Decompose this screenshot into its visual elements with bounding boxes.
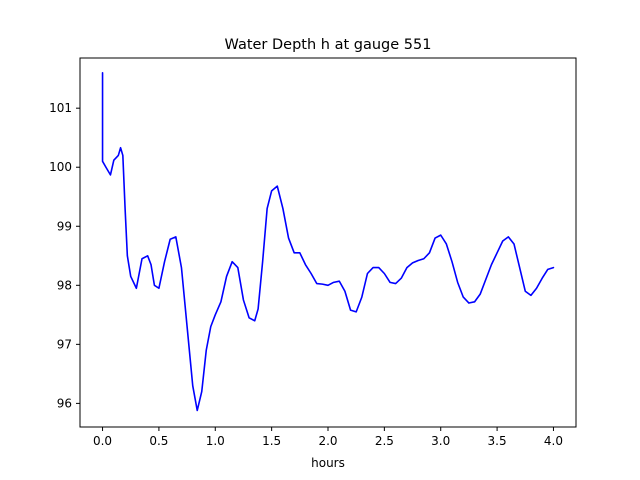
y-tick-label: 99 bbox=[57, 219, 72, 233]
y-tick-label: 96 bbox=[57, 396, 72, 410]
chart-title: Water Depth h at gauge 551 bbox=[225, 37, 432, 53]
x-tick-label: 1.5 bbox=[262, 434, 281, 448]
series-line-0 bbox=[101, 71, 555, 412]
x-tick-label: 3.5 bbox=[488, 434, 507, 448]
x-tick-label: 0.5 bbox=[149, 434, 168, 448]
x-axis: 0.0 0.5 1.0 1.5 2.0 2.5 3.0 3.5 4.0 bbox=[93, 427, 563, 448]
x-tick-label: 1.0 bbox=[206, 434, 225, 448]
y-tick-label: 98 bbox=[57, 278, 72, 292]
x-tick-label: 4.0 bbox=[544, 434, 563, 448]
y-axis: 96 97 98 99 100 101 bbox=[49, 101, 80, 410]
x-tick-label: 0.0 bbox=[93, 434, 112, 448]
x-axis-title: hours bbox=[311, 456, 345, 470]
x-tick-label: 3.0 bbox=[431, 434, 450, 448]
x-tick-label: 2.0 bbox=[318, 434, 337, 448]
x-tick-label: 2.5 bbox=[375, 434, 394, 448]
y-tick-label: 97 bbox=[57, 337, 72, 351]
y-tick-label: 101 bbox=[49, 101, 72, 115]
plot-data bbox=[101, 71, 555, 412]
y-tick-label: 100 bbox=[49, 160, 72, 174]
